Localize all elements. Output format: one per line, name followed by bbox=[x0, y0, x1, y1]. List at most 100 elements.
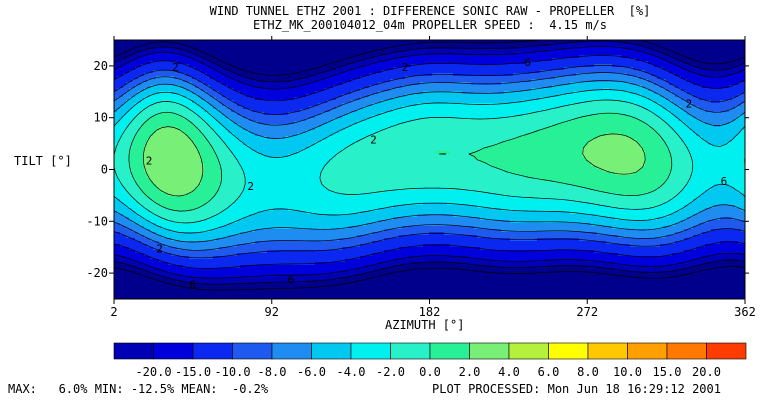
field-cell bbox=[237, 76, 241, 80]
field-cell bbox=[285, 55, 289, 59]
field-cell bbox=[495, 100, 499, 104]
field-cell bbox=[183, 82, 187, 86]
field-cell bbox=[486, 73, 490, 77]
field-cell bbox=[165, 82, 169, 86]
field-cell bbox=[381, 97, 385, 101]
field-cell bbox=[510, 55, 514, 59]
field-cell bbox=[393, 58, 397, 62]
field-cell bbox=[657, 70, 661, 74]
field-cell bbox=[318, 100, 322, 104]
field-cell bbox=[414, 82, 418, 86]
field-cell bbox=[681, 43, 685, 47]
field-cell bbox=[339, 79, 343, 83]
field-cell bbox=[189, 103, 193, 107]
field-cell bbox=[270, 67, 274, 71]
field-cell bbox=[351, 85, 355, 89]
field-cell bbox=[510, 97, 514, 101]
field-cell bbox=[588, 79, 592, 83]
field-cell bbox=[300, 52, 304, 56]
field-cell bbox=[690, 85, 694, 89]
field-cell bbox=[453, 61, 457, 65]
field-cell bbox=[318, 52, 322, 56]
field-cell bbox=[582, 52, 586, 56]
field-cell bbox=[252, 100, 256, 104]
field-cell bbox=[144, 46, 148, 50]
field-cell bbox=[432, 106, 436, 110]
field-cell bbox=[213, 73, 217, 77]
field-cell bbox=[495, 55, 499, 59]
field-cell bbox=[240, 73, 244, 77]
field-cell bbox=[165, 103, 169, 107]
field-cell bbox=[639, 100, 643, 104]
field-cell bbox=[210, 40, 214, 44]
field-cell bbox=[645, 73, 649, 77]
field-cell bbox=[501, 58, 505, 62]
field-cell bbox=[735, 76, 739, 80]
field-cell bbox=[489, 64, 493, 68]
field-cell bbox=[315, 40, 319, 44]
field-cell bbox=[672, 67, 676, 71]
field-cell bbox=[672, 46, 676, 50]
field-cell bbox=[357, 52, 361, 56]
field-cell bbox=[420, 46, 424, 50]
field-cell bbox=[417, 79, 421, 83]
field-cell bbox=[531, 94, 535, 98]
field-cell bbox=[642, 52, 646, 56]
field-cell bbox=[708, 106, 712, 110]
field-cell bbox=[327, 70, 331, 74]
field-cell bbox=[219, 85, 223, 89]
field-cell bbox=[615, 97, 619, 101]
field-cell bbox=[150, 82, 154, 86]
field-cell bbox=[348, 55, 352, 59]
field-cell bbox=[237, 82, 241, 86]
field-cell bbox=[696, 85, 700, 89]
field-cell bbox=[222, 85, 226, 89]
field-cell bbox=[681, 58, 685, 62]
field-cell bbox=[342, 52, 346, 56]
field-cell bbox=[369, 109, 373, 113]
field-cell bbox=[375, 76, 379, 80]
field-cell bbox=[402, 82, 406, 86]
field-cell bbox=[663, 73, 667, 77]
field-cell bbox=[345, 97, 349, 101]
field-cell bbox=[573, 49, 577, 53]
field-cell bbox=[207, 73, 211, 77]
field-cell bbox=[642, 76, 646, 80]
field-cell bbox=[120, 88, 124, 92]
field-cell bbox=[255, 55, 259, 59]
field-cell bbox=[357, 73, 361, 77]
field-cell bbox=[423, 85, 427, 89]
field-cell bbox=[318, 85, 322, 89]
field-cell bbox=[729, 52, 733, 56]
field-cell bbox=[162, 52, 166, 56]
field-cell bbox=[453, 76, 457, 80]
field-cell bbox=[384, 67, 388, 71]
field-cell bbox=[318, 55, 322, 59]
field-cell bbox=[243, 97, 247, 101]
field-cell bbox=[309, 97, 313, 101]
field-cell bbox=[735, 61, 739, 65]
field-cell bbox=[321, 79, 325, 83]
field-cell bbox=[300, 91, 304, 95]
field-cell bbox=[528, 91, 532, 95]
field-cell bbox=[126, 67, 130, 71]
field-cell bbox=[426, 94, 430, 98]
field-cell bbox=[564, 40, 568, 44]
field-cell bbox=[135, 43, 139, 47]
field-cell bbox=[618, 64, 622, 68]
field-cell bbox=[153, 67, 157, 71]
field-cell bbox=[420, 58, 424, 62]
field-cell bbox=[687, 76, 691, 80]
field-cell bbox=[174, 49, 178, 53]
field-cell bbox=[729, 43, 733, 47]
field-cell bbox=[204, 46, 208, 50]
field-cell bbox=[453, 58, 457, 62]
field-cell bbox=[123, 97, 127, 101]
field-cell bbox=[471, 85, 475, 89]
field-cell bbox=[258, 85, 262, 89]
field-cell bbox=[240, 49, 244, 53]
field-cell bbox=[183, 70, 187, 74]
field-cell bbox=[276, 97, 280, 101]
field-cell bbox=[654, 73, 658, 77]
field-cell bbox=[153, 82, 157, 86]
